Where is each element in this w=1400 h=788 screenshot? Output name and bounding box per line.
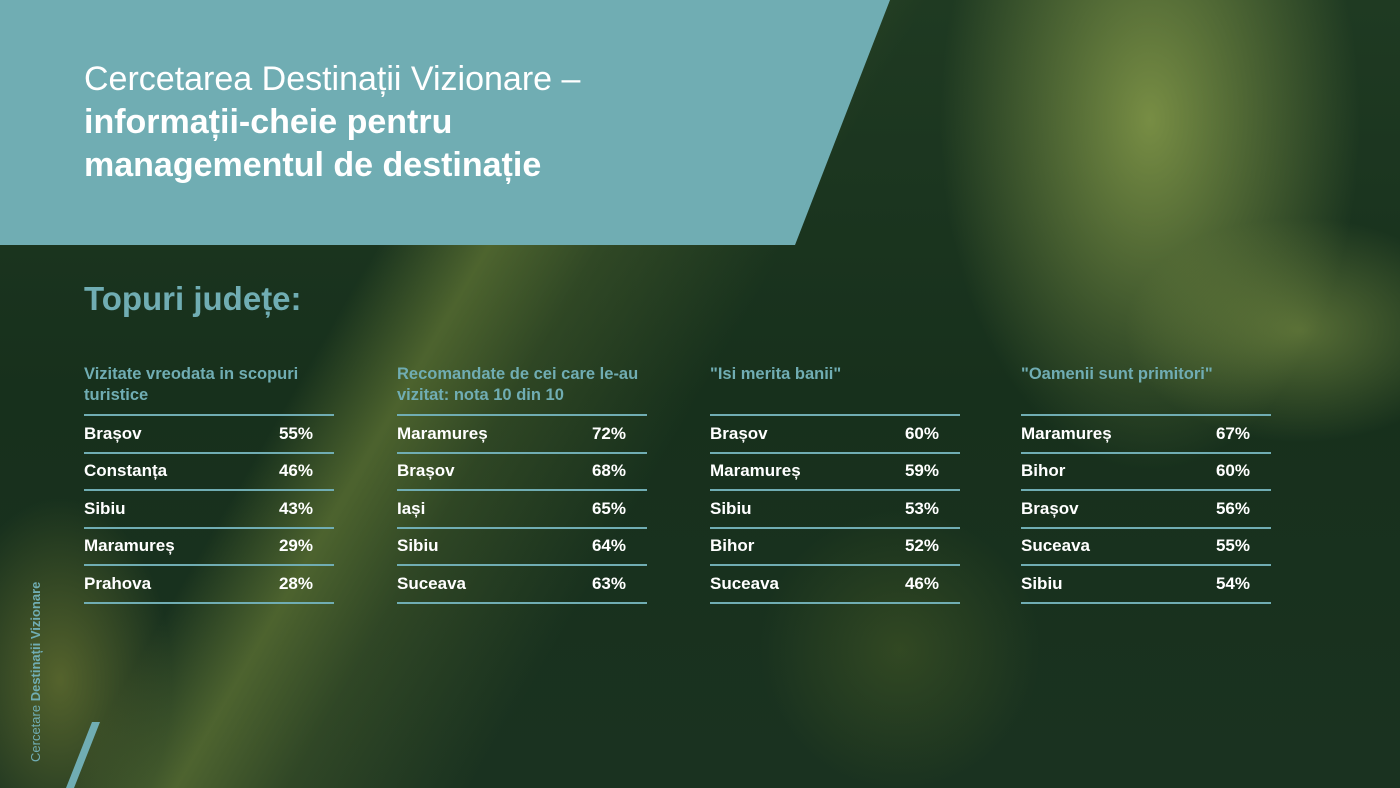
ranking-table: "Oamenii sunt primitori" Maramureș 67% Biho… [1021,364,1271,604]
table-row: Suceava 55% [1021,526,1271,565]
percent-value: 55% [1215,536,1250,556]
table-row: Bihor 60% [1021,451,1271,490]
county-name: Sibiu [710,498,752,518]
side-label: Cercetare Destinații Vizionare [28,582,43,762]
percent-value: 68% [591,461,626,481]
percent-value: 29% [278,536,313,556]
percent-value: 64% [591,536,626,556]
county-name: Maramureș [710,461,801,481]
table-heading: "Oamenii sunt primitori" [1021,365,1213,383]
county-name: Sibiu [1021,573,1063,593]
county-name: Constanța [84,461,168,481]
county-name: Brașov [710,423,768,443]
table-row: Brașov 56% [1021,489,1271,527]
table-row: Maramureș 59% [710,451,960,490]
percent-value: 46% [278,461,313,481]
table-row: Maramureș 67% [1021,414,1271,452]
ranking-table: Recomandate de cei care le-au vizitat: n… [397,364,647,604]
side-label-light: Cercetare [28,701,43,762]
county-name: Maramureș [84,536,175,556]
table-row: Sibiu 43% [84,489,334,527]
county-name: Brașov [397,461,455,481]
decorative-slash [66,722,100,788]
table-row: Sibiu 53% [710,489,960,527]
percent-value: 72% [591,423,626,443]
percent-value: 63% [591,573,626,593]
side-label-bold: Destinații Vizionare [28,581,43,702]
percent-value: 54% [1215,573,1250,593]
county-name: Maramureș [1021,423,1112,443]
ranking-table: "Isi merita banii" Brașov 60% Maramureș 59% S… [710,364,960,604]
title-bold: informații-cheie pentru managementul de … [84,103,542,184]
county-name: Bihor [1021,461,1066,481]
percent-value: 53% [904,498,939,518]
county-name: Brașov [84,423,142,443]
header-banner [0,0,890,245]
percent-value: 65% [591,498,626,518]
percent-value: 55% [278,423,313,443]
percent-value: 59% [904,461,939,481]
percent-value: 67% [1215,423,1250,443]
percent-value: 46% [904,573,939,593]
county-name: Maramureș [397,423,488,443]
table-row: Prahova 28% [84,564,334,604]
county-name: Brașov [1021,498,1079,518]
title-light: Cercetarea Destinații Vizionare – [84,60,581,98]
table-heading: Vizitate vreodata in scopuri turistice [84,365,299,404]
county-name: Suceava [397,573,466,593]
table-row: Sibiu 54% [1021,564,1271,604]
percent-value: 56% [1215,498,1250,518]
table-row: Constanța 46% [84,451,334,490]
table-row: Suceava 63% [397,564,647,604]
table-row: Bihor 52% [710,526,960,565]
table-row: Suceava 46% [710,564,960,604]
county-name: Sibiu [84,498,126,518]
page-title: Cercetarea Destinații Vizionare – inform… [84,58,604,187]
percent-value: 52% [904,536,939,556]
percent-value: 43% [278,498,313,518]
percent-value: 60% [1215,461,1250,481]
county-name: Sibiu [397,536,439,556]
table-heading: Recomandate de cei care le-au vizitat: n… [397,365,639,404]
table-row: Sibiu 64% [397,526,647,565]
table-row: Brașov 55% [84,414,334,452]
table-row: Brașov 68% [397,451,647,490]
ranking-table: Vizitate vreodata in scopuri turistice Br… [84,364,334,604]
county-name: Bihor [710,536,755,556]
section-title: Topuri județe: [84,280,302,317]
table-row: Maramureș 29% [84,526,334,565]
county-name: Prahova [84,573,152,593]
table-heading: "Isi merita banii" [710,365,842,383]
county-name: Suceava [710,573,779,593]
table-row: Maramureș 72% [397,414,647,452]
table-row: Iași 65% [397,489,647,527]
percent-value: 60% [904,423,939,443]
percent-value: 28% [278,573,313,593]
table-row: Brașov 60% [710,414,960,452]
county-name: Iași [397,498,426,518]
county-name: Suceava [1021,536,1090,556]
